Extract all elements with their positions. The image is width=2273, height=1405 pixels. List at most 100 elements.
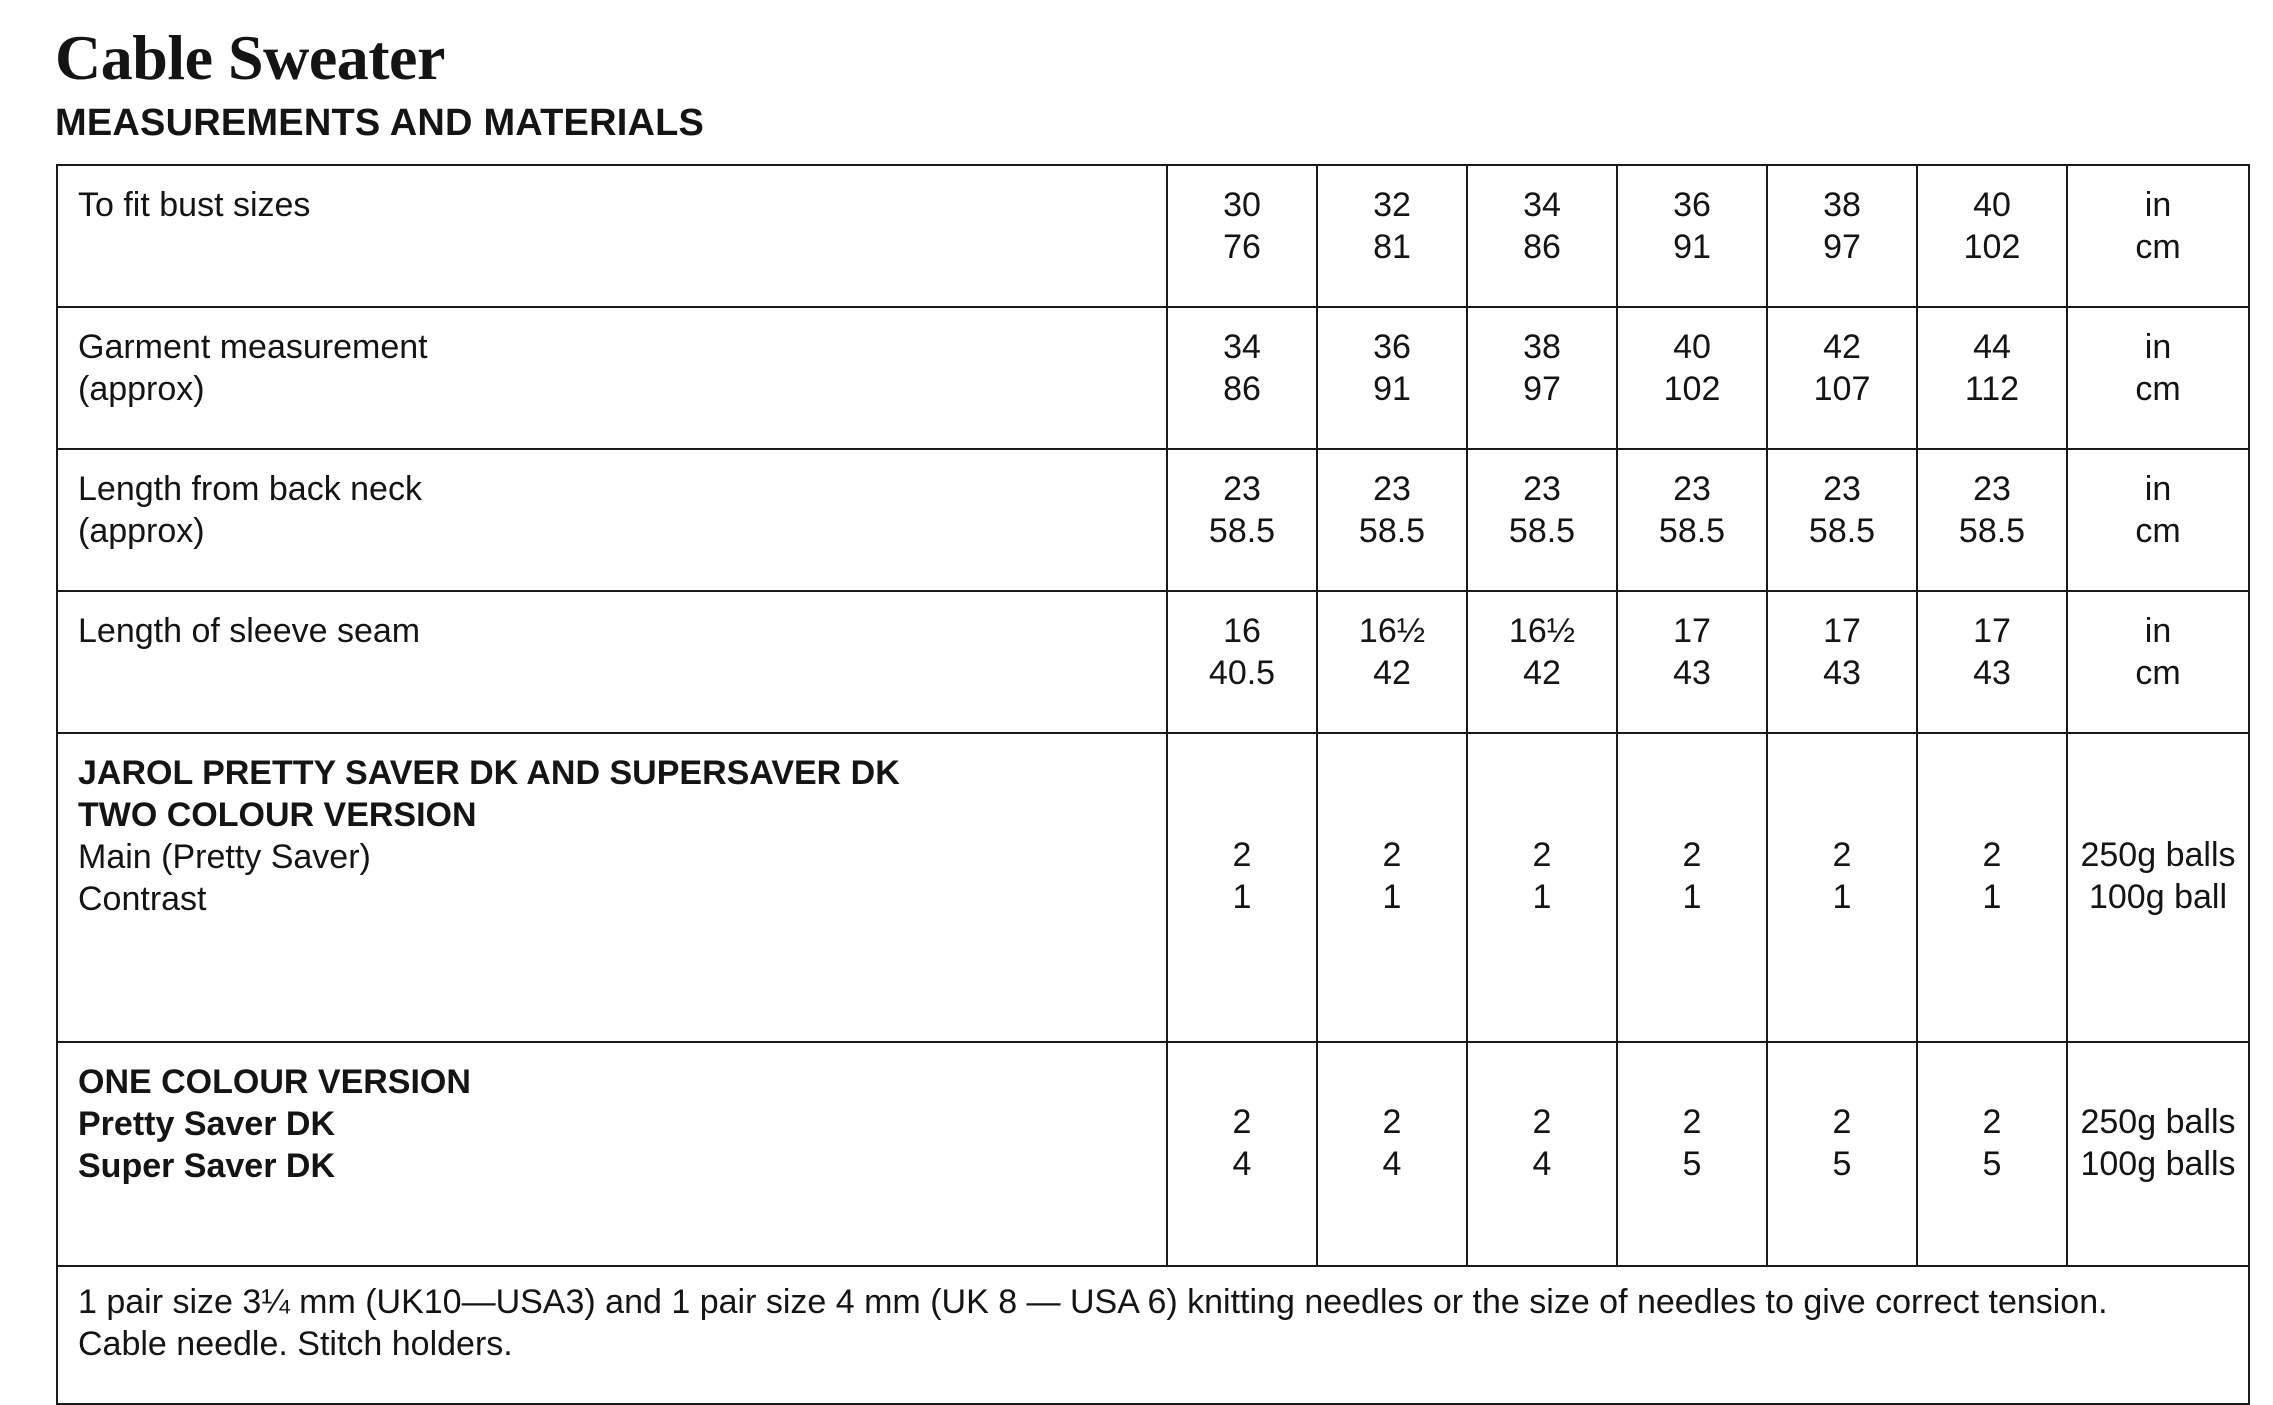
value-cm: 42 [1523, 654, 1561, 692]
value-main: 2 [1982, 836, 2002, 874]
value-cm: 43 [1823, 654, 1861, 692]
value-pretty-saver: 2 [1832, 1103, 1852, 1141]
yarn-main-label: Main (Pretty Saver) [78, 838, 371, 876]
value-in: 17 [1973, 612, 2011, 650]
value-pretty-saver: 2 [1682, 1103, 1702, 1141]
yarn-super-saver-label: Super Saver DK [78, 1147, 335, 1185]
value-cm: 107 [1813, 370, 1871, 408]
value-super-saver: 4 [1232, 1145, 1252, 1183]
row-label-text: To fit bust sizes [78, 186, 311, 224]
value-pretty-saver: 2 [1982, 1103, 2002, 1141]
value-cm: 58.5 [1808, 512, 1876, 550]
value-in: 23 [1223, 470, 1261, 508]
row-label: Length from back neck (approx) [56, 448, 1168, 592]
size-cell: 23 58.5 [1766, 448, 1918, 592]
size-cell: 36 91 [1316, 306, 1468, 450]
size-cell: 34 86 [1166, 306, 1318, 450]
value-cm: 58.5 [1658, 512, 1726, 550]
value-cm: 43 [1973, 654, 2011, 692]
value-cm: 40.5 [1208, 654, 1276, 692]
row-label-note: (approx) [78, 512, 205, 550]
unit-in: in [2144, 470, 2172, 508]
value-cm: 58.5 [1508, 512, 1576, 550]
value-in: 16½ [1508, 612, 1576, 650]
value-super-saver: 4 [1532, 1145, 1552, 1183]
value-contrast: 1 [1982, 878, 2002, 916]
value-in: 40 [1673, 328, 1711, 366]
size-cell: 23 58.5 [1616, 448, 1768, 592]
size-cell: 38 97 [1766, 164, 1918, 308]
value-in: 34 [1223, 328, 1261, 366]
value-cm: 91 [1673, 228, 1711, 266]
unit-cm: cm [2135, 228, 2181, 266]
value-in: 38 [1823, 186, 1861, 224]
unit-super-saver: 100g balls [2080, 1145, 2236, 1183]
value-cm: 91 [1373, 370, 1411, 408]
value-super-saver: 5 [1832, 1145, 1852, 1183]
table-row-sleeve-seam: Length of sleeve seam 16 40.5 16½ 42 16½ 42… [56, 590, 2250, 734]
yarn-pretty-saver-label: Pretty Saver DK [78, 1105, 336, 1143]
value-cm: 102 [1963, 228, 2021, 266]
row-label: To fit bust sizes [56, 164, 1168, 308]
value-cm: 102 [1663, 370, 1721, 408]
value-in: 23 [1973, 470, 2011, 508]
unit-cell: 250g balls 100g balls [2066, 1041, 2250, 1267]
size-cell: 34 86 [1466, 164, 1618, 308]
value-cm: 86 [1223, 370, 1261, 408]
value-in: 42 [1823, 328, 1861, 366]
value-cm: 58.5 [1958, 512, 2026, 550]
unit-cm: cm [2135, 370, 2181, 408]
table-row-two-colour-version: JAROL PRETTY SAVER DK AND SUPERSAVER DK … [56, 732, 2250, 1043]
value-in: 23 [1523, 470, 1561, 508]
row-label: Garment measurement (approx) [56, 306, 1168, 450]
value-pretty-saver: 2 [1232, 1103, 1252, 1141]
value-in: 16½ [1358, 612, 1426, 650]
value-main: 2 [1382, 836, 1402, 874]
unit-main: 250g balls [2080, 836, 2236, 874]
value-cm: 97 [1523, 370, 1561, 408]
size-cell: 44 112 [1916, 306, 2068, 450]
value-in: 34 [1523, 186, 1561, 224]
value-in: 23 [1673, 470, 1711, 508]
value-contrast: 1 [1832, 878, 1852, 916]
size-cell: 17 43 [1616, 590, 1768, 734]
size-cell: 16 40.5 [1166, 590, 1318, 734]
unit-cell: in cm [2066, 448, 2250, 592]
value-main: 2 [1682, 836, 1702, 874]
table-row-length-back-neck: Length from back neck (approx) 23 58.5 23… [56, 448, 2250, 592]
version-heading: TWO COLOUR VERSION [78, 796, 477, 834]
row-label: ONE COLOUR VERSION Pretty Saver DK Super… [56, 1041, 1168, 1267]
section-subtitle: MEASUREMENTS AND MATERIALS [55, 102, 705, 144]
value-pretty-saver: 2 [1532, 1103, 1552, 1141]
version-heading: ONE COLOUR VERSION [78, 1063, 471, 1101]
value-in: 17 [1673, 612, 1711, 650]
unit-cm: cm [2135, 512, 2181, 550]
measurements-table: To fit bust sizes 30 76 32 81 34 86 36 91 38… [56, 164, 2250, 1405]
size-cell: 16½ 42 [1466, 590, 1618, 734]
value-cm: 76 [1223, 228, 1261, 266]
value-main: 2 [1532, 836, 1552, 874]
row-label-text: Length of sleeve seam [78, 612, 421, 650]
unit-in: in [2144, 186, 2172, 224]
yarn-contrast-label: Contrast [78, 880, 207, 918]
unit-cell: 250g balls 100g ball [2066, 732, 2250, 1043]
unit-in: in [2144, 612, 2172, 650]
needles-text: 1 pair size 3¼ mm (UK10—USA3) and 1 pair… [78, 1283, 2108, 1321]
value-cm: 86 [1523, 228, 1561, 266]
value-in: 36 [1673, 186, 1711, 224]
value-in: 23 [1373, 470, 1411, 508]
table-row-garment-measurement: Garment measurement (approx) 34 86 36 91 3… [56, 306, 2250, 450]
size-cell: 32 81 [1316, 164, 1468, 308]
size-cell: 23 58.5 [1316, 448, 1468, 592]
value-main: 2 [1232, 836, 1252, 874]
accessories-text: Cable needle. Stitch holders. [78, 1325, 513, 1363]
value-super-saver: 4 [1382, 1145, 1402, 1183]
value-cm: 43 [1673, 654, 1711, 692]
row-label-text: Length from back neck [78, 470, 422, 508]
